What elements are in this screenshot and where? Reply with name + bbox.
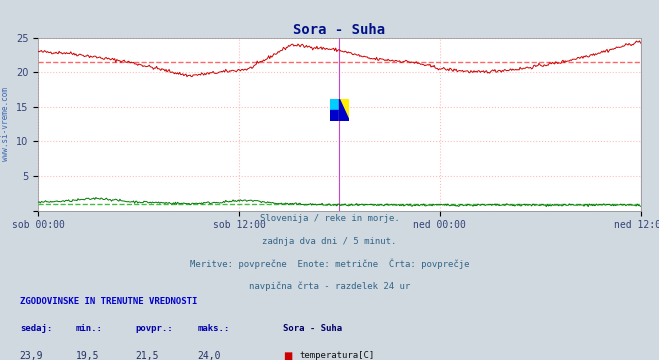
Text: zadnja dva dni / 5 minut.: zadnja dva dni / 5 minut. bbox=[262, 237, 397, 246]
Text: 24,0: 24,0 bbox=[198, 351, 221, 360]
Text: ■: ■ bbox=[283, 351, 293, 360]
Text: www.si-vreme.com: www.si-vreme.com bbox=[1, 87, 10, 161]
Text: sedaj:: sedaj: bbox=[20, 324, 52, 333]
Text: Sora - Suha: Sora - Suha bbox=[283, 324, 343, 333]
Text: Meritve: povprečne  Enote: metrične  Črta: povprečje: Meritve: povprečne Enote: metrične Črta:… bbox=[190, 259, 469, 269]
Title: Sora - Suha: Sora - Suha bbox=[293, 23, 386, 37]
Text: povpr.:: povpr.: bbox=[135, 324, 173, 333]
Bar bbox=[339, 99, 349, 110]
Text: Slovenija / reke in morje.: Slovenija / reke in morje. bbox=[260, 214, 399, 223]
Polygon shape bbox=[339, 99, 349, 121]
Text: 23,9: 23,9 bbox=[20, 351, 43, 360]
Polygon shape bbox=[339, 99, 349, 121]
Text: 21,5: 21,5 bbox=[135, 351, 159, 360]
Text: temperatura[C]: temperatura[C] bbox=[300, 351, 375, 360]
Text: min.:: min.: bbox=[76, 324, 103, 333]
Text: 19,5: 19,5 bbox=[76, 351, 100, 360]
Text: navpična črta - razdelek 24 ur: navpična črta - razdelek 24 ur bbox=[249, 281, 410, 291]
Bar bbox=[330, 99, 339, 110]
Text: maks.:: maks.: bbox=[198, 324, 230, 333]
Bar bbox=[330, 110, 339, 121]
Text: ZGODOVINSKE IN TRENUTNE VREDNOSTI: ZGODOVINSKE IN TRENUTNE VREDNOSTI bbox=[20, 297, 197, 306]
